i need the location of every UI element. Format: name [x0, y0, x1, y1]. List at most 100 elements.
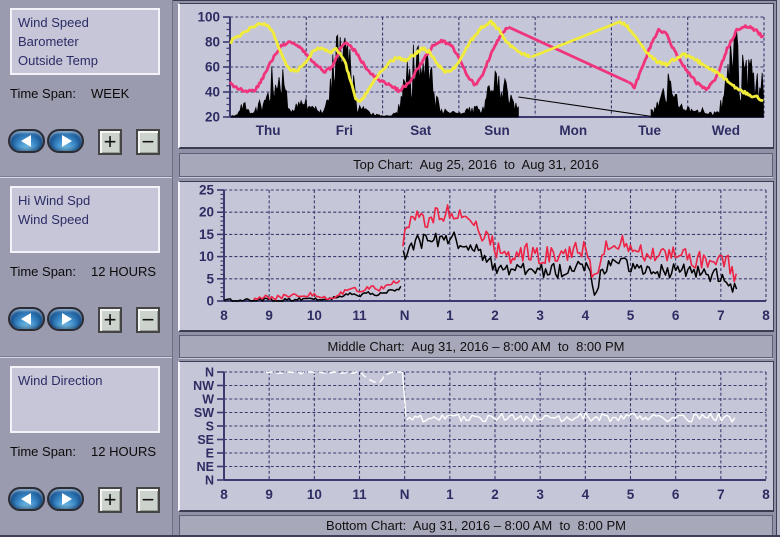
- svg-text:1: 1: [446, 487, 454, 502]
- series-item[interactable]: Barometer: [18, 34, 79, 49]
- window-right-edge: [776, 0, 780, 537]
- svg-text:10: 10: [199, 249, 214, 264]
- svg-text:NE: NE: [197, 460, 214, 474]
- back-button[interactable]: [8, 129, 45, 153]
- right-arrow-icon: [61, 313, 72, 325]
- svg-text:Sat: Sat: [410, 123, 432, 138]
- svg-text:25: 25: [199, 183, 215, 198]
- zoom-in-button[interactable]: +: [98, 307, 122, 333]
- plus-icon: +: [103, 307, 117, 332]
- top-chart-series-listbox[interactable]: Wind Speed Barometer Outside Temp: [10, 8, 160, 75]
- plus-icon: +: [103, 129, 117, 154]
- middle-chart-series-listbox[interactable]: Hi Wind Spd Wind Speed: [10, 186, 160, 253]
- svg-text:80: 80: [205, 35, 220, 50]
- svg-text:N: N: [205, 366, 214, 380]
- bottom-chart-series-listbox[interactable]: Wind Direction: [10, 366, 160, 433]
- svg-text:20: 20: [199, 205, 214, 220]
- top-chart-nav-buttons: + −: [0, 129, 172, 157]
- svg-text:6: 6: [672, 308, 680, 323]
- svg-text:6: 6: [672, 487, 680, 502]
- left-arrow-icon: [20, 313, 31, 325]
- time-span: Time Span: 12 HOURS: [10, 264, 156, 279]
- svg-text:9: 9: [265, 487, 273, 502]
- time-span-value: 12 HOURS: [91, 264, 157, 279]
- svg-text:1: 1: [446, 308, 454, 323]
- svg-text:11: 11: [352, 308, 367, 323]
- svg-text:2: 2: [491, 308, 499, 323]
- svg-text:Mon: Mon: [559, 123, 587, 138]
- zoom-out-button[interactable]: −: [136, 487, 160, 513]
- middle-chart: 0 5 10 15 20 25 8 9 10 11 N 1 2 3 4 5 6 7 8: [178, 181, 774, 332]
- minus-icon: −: [141, 307, 155, 332]
- svg-text:100: 100: [197, 10, 220, 25]
- svg-text:8: 8: [220, 487, 228, 502]
- panel-divider: [0, 356, 172, 358]
- middle-chart-plot: 0 5 10 15 20 25 8 9 10 11 N 1 2 3 4 5 6 7 8: [199, 183, 770, 324]
- svg-text:Wed: Wed: [712, 123, 740, 138]
- sidebar: Wind Speed Barometer Outside Temp Time S…: [0, 0, 173, 537]
- series-item[interactable]: Outside Temp: [18, 53, 98, 68]
- sidebar-panel-top-chart: Wind Speed Barometer Outside Temp Time S…: [0, 0, 172, 176]
- svg-text:8: 8: [220, 308, 228, 323]
- svg-text:W: W: [202, 393, 214, 407]
- time-span-label: Time Span:: [10, 264, 76, 279]
- minus-icon: −: [141, 129, 155, 154]
- time-span-label: Time Span:: [10, 444, 76, 459]
- right-arrow-icon: [61, 493, 72, 505]
- left-arrow-icon: [20, 135, 31, 147]
- series-item[interactable]: Hi Wind Spd: [18, 193, 91, 208]
- middle-chart-title: Middle Chart: Aug 31, 2016 – 8:00 AM to …: [327, 339, 625, 354]
- svg-text:S: S: [206, 420, 214, 434]
- svg-text:40: 40: [205, 85, 220, 100]
- left-arrow-icon: [20, 493, 31, 505]
- svg-text:0: 0: [206, 294, 214, 309]
- bottom-chart-title: Bottom Chart: Aug 31, 2016 – 8:00 AM to …: [326, 518, 626, 533]
- back-button[interactable]: [8, 487, 45, 511]
- svg-text:5: 5: [627, 308, 635, 323]
- svg-text:8: 8: [762, 487, 770, 502]
- series-item[interactable]: Wind Direction: [18, 373, 103, 388]
- svg-text:SW: SW: [194, 406, 214, 420]
- svg-text:E: E: [206, 447, 214, 461]
- time-span-label: Time Span:: [10, 86, 76, 101]
- time-span-value: WEEK: [91, 86, 130, 101]
- middle-chart-nav-buttons: + −: [0, 307, 172, 335]
- zoom-in-button[interactable]: +: [98, 129, 122, 155]
- svg-text:4: 4: [582, 308, 590, 323]
- svg-text:8: 8: [762, 308, 770, 323]
- svg-text:7: 7: [717, 308, 725, 323]
- forward-button[interactable]: [47, 307, 84, 331]
- top-chart-titlebar: Top Chart: Aug 25, 2016 to Aug 31, 2016: [179, 153, 773, 177]
- svg-text:2: 2: [491, 487, 499, 502]
- forward-button[interactable]: [47, 129, 84, 153]
- series-item[interactable]: Wind Speed: [18, 212, 89, 227]
- sidebar-panel-bottom-chart: Wind Direction Time Span: 12 HOURS + −: [0, 358, 172, 537]
- svg-text:5: 5: [627, 487, 635, 502]
- svg-text:60: 60: [205, 60, 220, 75]
- panel-divider: [0, 176, 172, 178]
- svg-text:Thu: Thu: [256, 123, 281, 138]
- zoom-out-button[interactable]: −: [136, 307, 160, 333]
- zoom-in-button[interactable]: +: [98, 487, 122, 513]
- svg-text:3: 3: [536, 308, 544, 323]
- svg-text:Tue: Tue: [638, 123, 661, 138]
- back-button[interactable]: [8, 307, 45, 331]
- svg-text:Sun: Sun: [484, 123, 510, 138]
- time-span-value: 12 HOURS: [91, 444, 157, 459]
- series-item[interactable]: Wind Speed: [18, 15, 89, 30]
- window-bottom-edge: [0, 535, 780, 537]
- forward-button[interactable]: [47, 487, 84, 511]
- zoom-out-button[interactable]: −: [136, 129, 160, 155]
- svg-text:N: N: [400, 487, 410, 502]
- svg-text:15: 15: [199, 227, 215, 242]
- svg-text:10: 10: [307, 487, 322, 502]
- svg-text:4: 4: [582, 487, 590, 502]
- chart-column: 20 40 60 80 100 Thu Fri Sat Sun Mon Tue Wed Top Cha…: [173, 0, 780, 537]
- svg-text:3: 3: [536, 487, 544, 502]
- right-arrow-icon: [61, 135, 72, 147]
- minus-icon: −: [141, 487, 155, 512]
- svg-text:Fri: Fri: [336, 123, 353, 138]
- svg-text:10: 10: [307, 308, 322, 323]
